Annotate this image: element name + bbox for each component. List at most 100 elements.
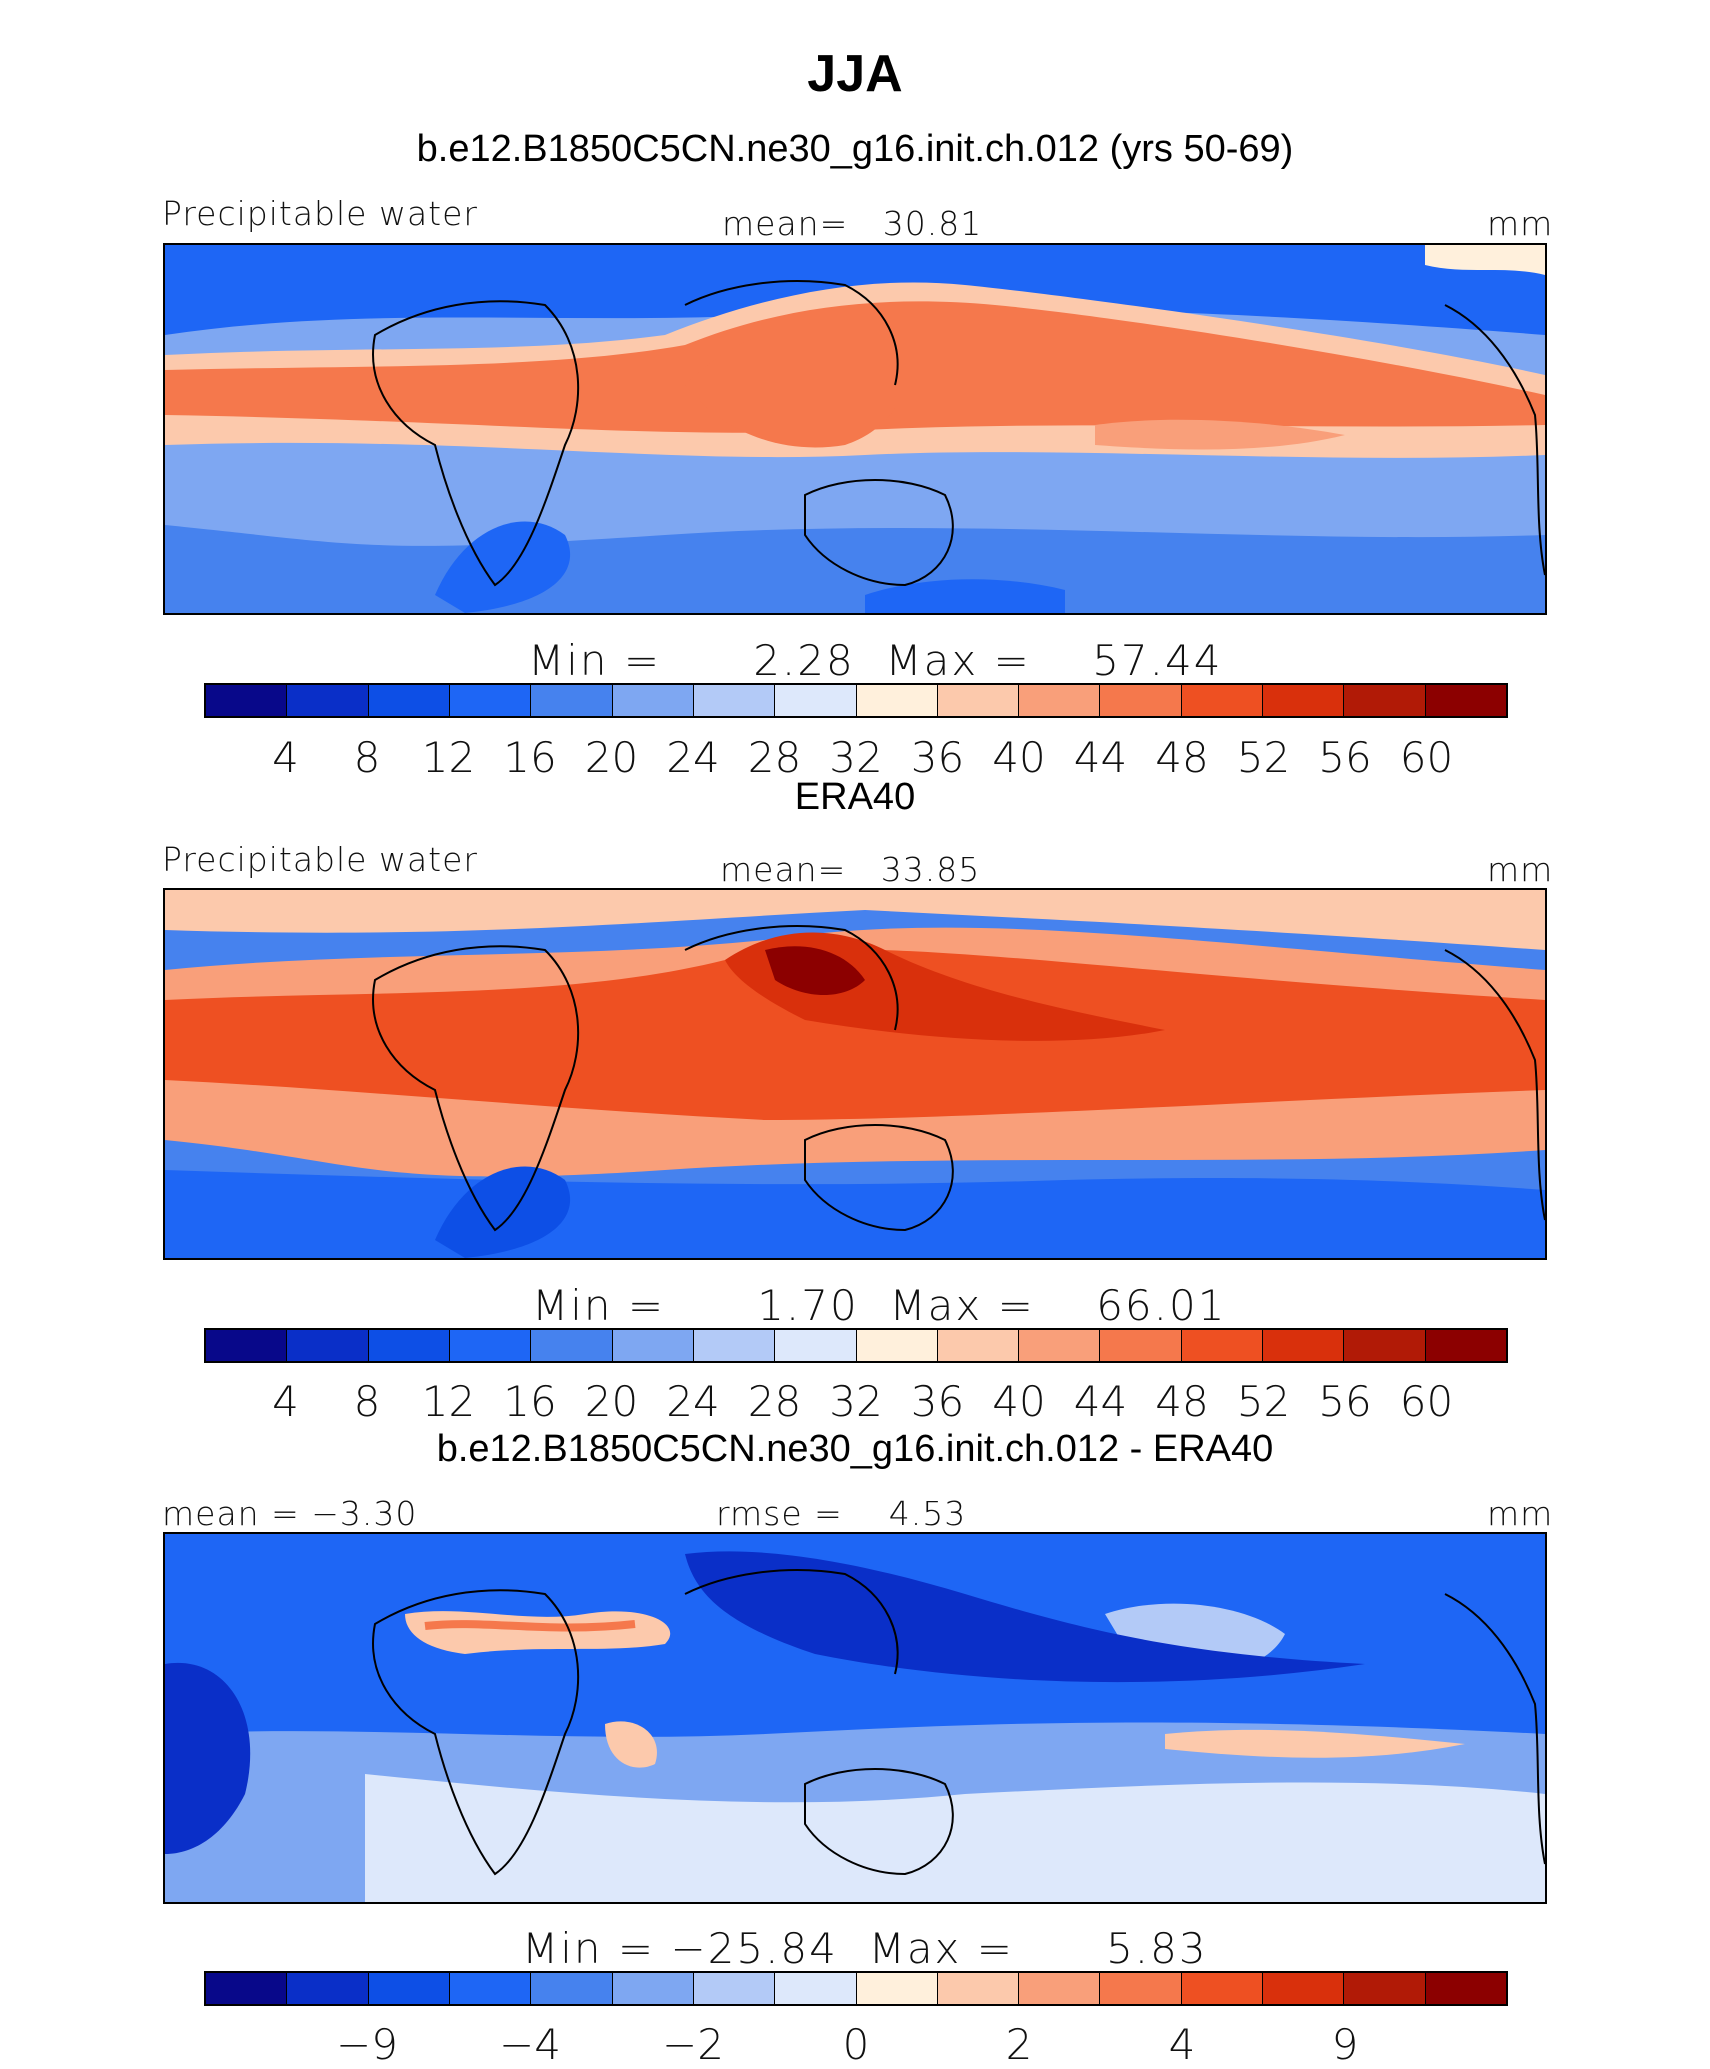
colorbar-tick-label: −2 [662, 2020, 724, 2069]
panel3-mean: mean = −3.30 [162, 1494, 417, 1533]
colorbar-box-12 [1181, 1330, 1264, 1361]
panel3-colorbar [204, 1971, 1508, 2006]
panel3-rmse-label: rmse = [716, 1494, 843, 1533]
colorbar-tick-label: 24 [666, 1377, 720, 1426]
panel1-min-label: Min = [528, 636, 662, 685]
panel1-colorbar [204, 683, 1508, 718]
colorbar-box-12 [1181, 1973, 1264, 2004]
colorbar-tick-label: 9 [1331, 2020, 1359, 2069]
colorbar-tick-label: 2 [1005, 2020, 1033, 2069]
colorbar-tick-label: 48 [1155, 1377, 1209, 1426]
panel1-variable-label: Precipitable water [162, 194, 478, 233]
colorbar-tick-label: 52 [1236, 1377, 1291, 1426]
colorbar-tick-label: 32 [829, 733, 883, 782]
colorbar-box-0 [206, 1973, 288, 2004]
colorbar-tick-label: 52 [1236, 733, 1291, 782]
panel2-units: mm [1487, 850, 1554, 889]
panel2-colorbar [204, 1328, 1508, 1363]
colorbar-box-7 [775, 685, 857, 716]
panel3-rmse-value: 4.53 [888, 1494, 967, 1533]
colorbar-box-1 [287, 685, 369, 716]
panel2-mean: mean= 33.85 [720, 850, 980, 889]
colorbar-box-2 [368, 685, 450, 716]
colorbar-tick-label: 16 [503, 1377, 557, 1426]
colorbar-tick-label: 8 [353, 1377, 381, 1426]
colorbar-tick-label: 16 [503, 733, 557, 782]
colorbar-tick-label: 48 [1155, 733, 1209, 782]
colorbar-box-1 [287, 1973, 369, 2004]
colorbar-box-11 [1100, 685, 1182, 716]
colorbar-box-6 [693, 1973, 776, 2004]
panel2-variable-label: Precipitable water [162, 840, 478, 879]
colorbar-tick-label: 56 [1318, 1377, 1372, 1426]
colorbar-box-12 [1181, 685, 1264, 716]
panel1-minmax: Min = 2.28 Max = 57.44 [528, 636, 1222, 685]
panel3-min-label: Min = [522, 1924, 656, 1973]
colorbar-box-8 [856, 1973, 938, 2004]
colorbar-box-11 [1100, 1330, 1182, 1361]
colorbar-tick-label: −4 [499, 2020, 561, 2069]
colorbar-box-5 [612, 685, 694, 716]
panel2-mean-value: 33.85 [880, 850, 981, 889]
colorbar-box-13 [1263, 685, 1345, 716]
panel1-map-svg [165, 245, 1545, 613]
colorbar-tick-label: 60 [1399, 733, 1454, 782]
colorbar-box-8 [856, 685, 938, 716]
colorbar-box-13 [1263, 1330, 1345, 1361]
panel3-title: b.e12.B1850C5CN.ne30_g16.init.ch.012 - E… [436, 1428, 1274, 1470]
colorbar-box-8 [856, 1330, 938, 1361]
panel1-units: mm [1487, 204, 1554, 243]
colorbar-tick-label: 60 [1399, 1377, 1454, 1426]
colorbar-tick-label: −9 [336, 2020, 398, 2069]
panel3-minmax: Min = −25.84 Max = 5.83 [522, 1924, 1208, 1973]
colorbar-tick-label: 24 [666, 733, 720, 782]
colorbar-tick-label: 36 [910, 733, 965, 782]
colorbar-box-10 [1019, 685, 1101, 716]
colorbar-box-6 [693, 685, 776, 716]
panel2-title: ERA40 [794, 776, 916, 818]
colorbar-tick-label: 28 [747, 1377, 802, 1426]
colorbar-tick-label: 0 [842, 2020, 870, 2069]
colorbar-tick-label: 32 [829, 1377, 883, 1426]
colorbar-tick-label: 20 [584, 1377, 639, 1426]
colorbar-box-4 [531, 685, 613, 716]
colorbar-box-3 [449, 1973, 532, 2004]
colorbar-box-9 [937, 1973, 1020, 2004]
panel1-map [163, 243, 1547, 615]
colorbar-box-1 [287, 1330, 369, 1361]
colorbar-tick-label: 44 [1073, 1377, 1128, 1426]
colorbar-tick-label: 4 [272, 1377, 299, 1426]
panel3-min-value: −25.84 [670, 1924, 838, 1973]
panel1-min-value: 2.28 [753, 636, 855, 685]
colorbar-box-4 [531, 1330, 613, 1361]
panel2-mean-label: mean= [720, 850, 847, 889]
panel1-title: b.e12.B1850C5CN.ne30_g16.init.ch.012 (yr… [416, 128, 1294, 170]
colorbar-box-15 [1425, 1973, 1506, 2004]
panel2-map [163, 888, 1547, 1260]
colorbar-box-14 [1344, 1330, 1426, 1361]
colorbar-tick-label: 12 [421, 733, 476, 782]
colorbar-box-3 [449, 1330, 532, 1361]
panel1-mean-label: mean= [722, 204, 849, 243]
colorbar-tick-label: 28 [747, 733, 802, 782]
colorbar-box-2 [368, 1973, 450, 2004]
colorbar-tick-label: 12 [421, 1377, 476, 1426]
colorbar-tick-label: 20 [584, 733, 639, 782]
panel3-rmse: rmse = 4.53 [716, 1494, 966, 1533]
colorbar-box-11 [1100, 1973, 1182, 2004]
panel3-mean-value: −3.30 [311, 1494, 418, 1533]
colorbar-box-3 [449, 685, 532, 716]
panel2-max-label: Max = [889, 1281, 1035, 1330]
colorbar-box-5 [612, 1330, 694, 1361]
panel1-mean-value: 30.81 [882, 204, 983, 243]
panel3-max-label: Max = [868, 1924, 1014, 1973]
colorbar-box-13 [1263, 1973, 1345, 2004]
colorbar-box-7 [775, 1330, 857, 1361]
colorbar-box-10 [1019, 1973, 1101, 2004]
colorbar-box-14 [1344, 1973, 1426, 2004]
figure-title: JJA [807, 45, 903, 103]
colorbar-box-0 [206, 1330, 288, 1361]
colorbar-tick-label: 44 [1073, 733, 1128, 782]
colorbar-box-15 [1425, 1330, 1506, 1361]
colorbar-tick-label: 36 [910, 1377, 965, 1426]
